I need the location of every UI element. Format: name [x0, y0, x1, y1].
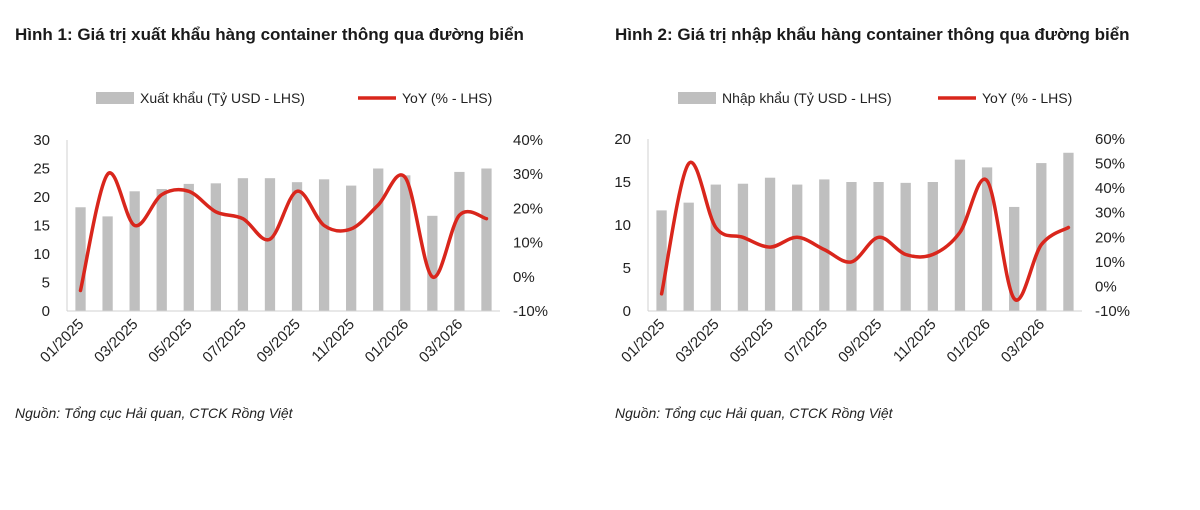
right-axis-tick-label: -10%	[513, 303, 548, 320]
import-chart: Nhập khẩu (Tỷ USD - LHS) YoY (% - LHS) 0 5 1…	[614, 90, 1130, 366]
bar	[183, 183, 194, 311]
legend-bar-label: Xuất khẩu (Tỷ USD - LHS)	[140, 90, 305, 106]
left-axis-tick-label: 25	[33, 161, 50, 178]
left-axis-tick-label: 10	[614, 217, 631, 234]
left-axis-tick-label: 15	[614, 174, 631, 191]
yoy-line	[78, 171, 489, 293]
right-axis-tick-label: 0%	[513, 269, 535, 286]
bar	[819, 179, 830, 311]
bar	[1009, 206, 1020, 311]
x-axis-tick-label: 01/2025	[618, 316, 668, 366]
x-axis-tick-label: 05/2025	[145, 316, 195, 366]
right-axis-tick-label: 50%	[1095, 156, 1125, 173]
right-axis-tick-label: 10%	[1095, 254, 1125, 271]
bar	[400, 175, 411, 311]
bar	[210, 183, 221, 311]
x-axis-tick-label: 05/2025	[727, 316, 777, 366]
bar	[873, 182, 884, 311]
bar	[481, 168, 492, 311]
bar	[156, 189, 167, 311]
x-axis-tick-label: 01/2026	[944, 316, 994, 366]
x-axis-tick-label: 01/2025	[37, 316, 87, 366]
chart-panel-export: Hình 1: Giá trị xuất khẩu hàng container…	[0, 0, 590, 510]
x-axis-tick-label: 01/2026	[362, 316, 412, 366]
left-axis-tick-label: 20	[614, 131, 631, 148]
right-axis-tick-label: 20%	[1095, 229, 1125, 246]
right-axis-tick-label: 10%	[513, 235, 543, 252]
bar	[846, 182, 857, 311]
bar	[75, 207, 86, 311]
bar	[927, 182, 938, 311]
yoy-line	[659, 160, 1071, 302]
bar	[373, 168, 384, 311]
chart-source: Nguồn: Tổng cục Hải quan, CTCK Rồng Việt	[15, 405, 293, 421]
chart-title: Hình 1: Giá trị xuất khẩu hàng container…	[15, 25, 524, 44]
x-axis-tick-label: 07/2025	[781, 316, 831, 366]
legend-line-label: YoY (% - LHS)	[402, 90, 492, 106]
right-axis-tick-label: 40%	[513, 132, 543, 149]
x-axis-tick-label: 07/2025	[199, 316, 249, 366]
bar	[954, 159, 966, 311]
left-axis-tick-label: 15	[33, 218, 50, 235]
x-axis-tick-label: 09/2025	[835, 316, 885, 366]
bar	[427, 215, 438, 311]
bar	[764, 177, 776, 311]
legend-bar-swatch	[678, 92, 716, 104]
chart-source: Nguồn: Tổng cục Hải quan, CTCK Rồng Việt	[615, 405, 893, 421]
right-axis-tick-label: 60%	[1095, 131, 1125, 148]
right-axis-tick-label: -10%	[1095, 303, 1130, 320]
bar	[710, 184, 721, 311]
legend-line-label: YoY (% - LHS)	[982, 90, 1072, 106]
bar	[102, 216, 113, 311]
legend-bar-swatch	[96, 92, 134, 104]
bar	[291, 182, 303, 311]
x-axis-tick-label: 09/2025	[253, 316, 303, 366]
export-chart: Xuất khẩu (Tỷ USD - LHS) YoY (% - LHS) 0 5 1…	[33, 90, 548, 366]
left-axis-tick-label: 0	[42, 303, 50, 320]
bar	[683, 202, 694, 311]
bar	[264, 178, 276, 311]
x-axis-tick-label: 03/2025	[91, 316, 141, 366]
right-axis-tick-label: 30%	[513, 166, 543, 183]
right-axis-tick-label: 40%	[1095, 180, 1125, 197]
right-axis-tick-label: 0%	[1095, 278, 1117, 295]
bar	[737, 183, 749, 311]
x-axis-tick-label: 03/2026	[998, 316, 1048, 366]
bar	[346, 185, 357, 311]
chart-title: Hình 2: Giá trị nhập khẩu hàng container…	[615, 25, 1130, 44]
bar	[656, 210, 667, 311]
legend-bar-label: Nhập khẩu (Tỷ USD - LHS)	[722, 90, 892, 106]
left-axis-tick-label: 5	[623, 260, 631, 277]
bar	[237, 178, 249, 311]
bar	[1036, 163, 1047, 311]
bar	[792, 184, 803, 311]
x-axis-tick-label: 03/2025	[672, 316, 722, 366]
right-axis-tick-label: 20%	[513, 200, 543, 217]
bar	[318, 179, 330, 311]
bar	[129, 191, 140, 311]
left-axis-tick-label: 0	[623, 303, 631, 320]
left-axis-tick-label: 30	[33, 132, 50, 149]
right-axis-tick-label: 30%	[1095, 205, 1125, 222]
left-axis-tick-label: 10	[33, 246, 50, 263]
left-axis-tick-label: 20	[33, 189, 50, 206]
x-axis-tick-label: 11/2025	[308, 316, 358, 366]
x-axis-tick-label: 11/2025	[890, 316, 940, 366]
x-axis-tick-label: 03/2026	[416, 316, 466, 366]
bar	[900, 182, 911, 311]
bar	[454, 171, 465, 311]
bar	[1063, 152, 1074, 311]
chart-panel-import: Hình 2: Giá trị nhập khẩu hàng container…	[600, 0, 1190, 510]
bar	[981, 167, 993, 311]
left-axis-tick-label: 5	[42, 275, 50, 292]
